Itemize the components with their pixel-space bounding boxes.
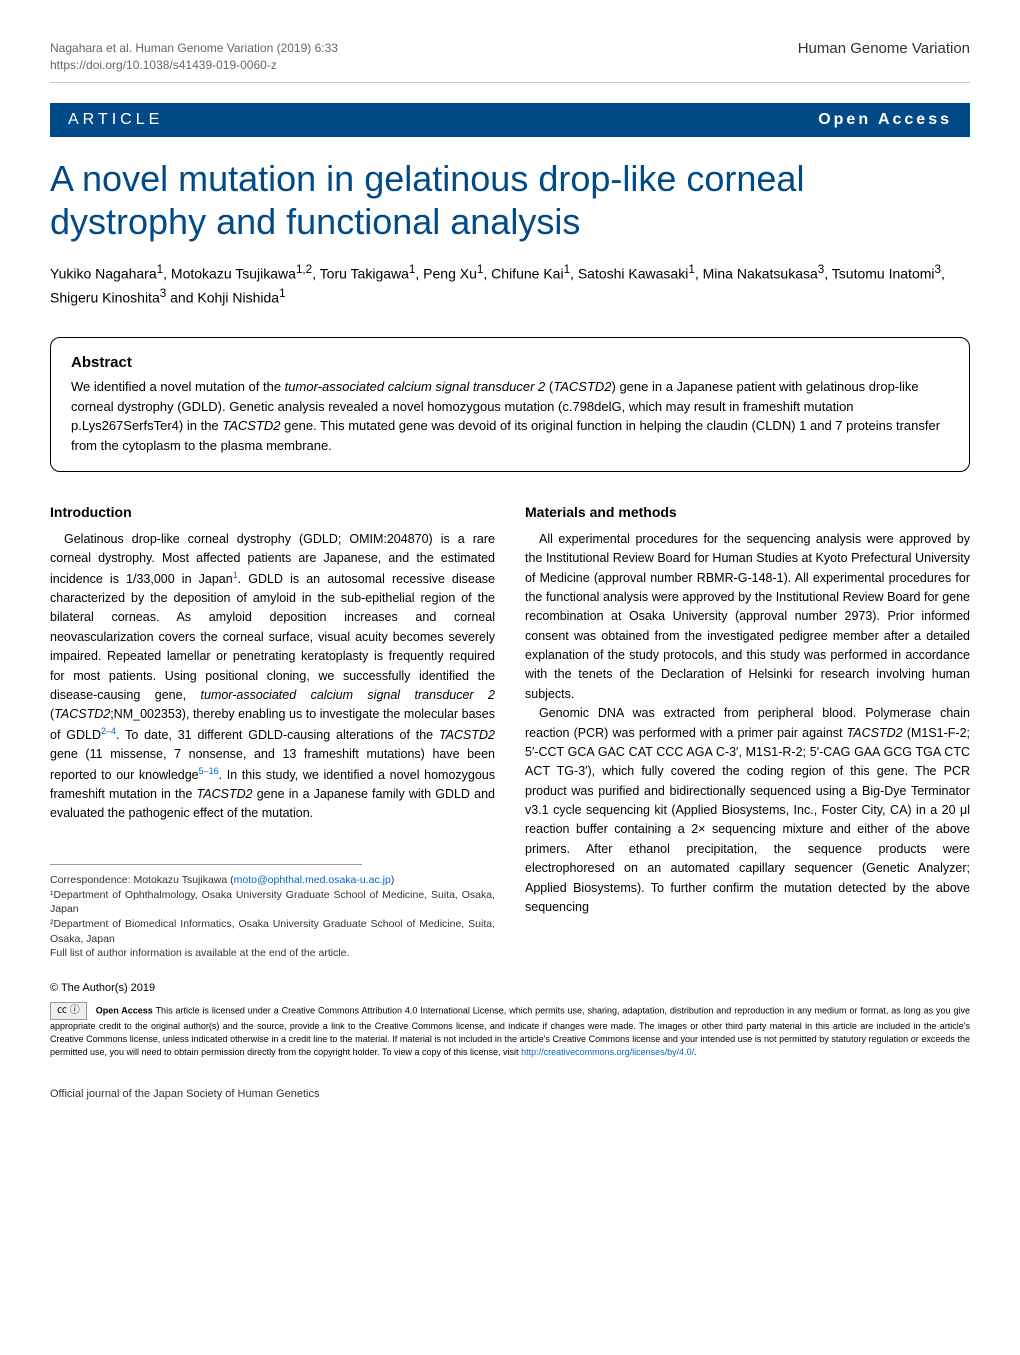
affiliation-1: ¹Department of Ophthalmology, Osaka Univ… bbox=[50, 888, 495, 917]
author-list: Yukiko Nagahara1, Motokazu Tsujikawa1,2,… bbox=[50, 261, 970, 309]
materials-p1: All experimental procedures for the sequ… bbox=[525, 530, 970, 704]
doi-line: https://doi.org/10.1038/s41439-019-0060-… bbox=[50, 57, 338, 74]
open-access-label: Open Access bbox=[550, 103, 970, 137]
article-title: A novel mutation in gelatinous drop-like… bbox=[50, 157, 970, 243]
cc-icon: ㏄ ⓘ bbox=[50, 1002, 87, 1020]
correspondence-line: Correspondence: Motokazu Tsujikawa (moto… bbox=[50, 873, 495, 888]
citation-line: Nagahara et al. Human Genome Variation (… bbox=[50, 40, 338, 57]
materials-heading: Materials and methods bbox=[525, 502, 970, 524]
abstract-text: We identified a novel mutation of the tu… bbox=[71, 377, 949, 455]
left-column: Introduction Gelatinous drop-like cornea… bbox=[50, 502, 495, 961]
introduction-body: Gelatinous drop-like corneal dystrophy (… bbox=[50, 530, 495, 824]
correspondence-block: Correspondence: Motokazu Tsujikawa (moto… bbox=[50, 873, 495, 961]
citation-block: Nagahara et al. Human Genome Variation (… bbox=[50, 40, 338, 74]
right-column: Materials and methods All experimental p… bbox=[525, 502, 970, 961]
abstract-box: Abstract We identified a novel mutation … bbox=[50, 337, 970, 472]
article-label: ARTICLE bbox=[50, 103, 550, 137]
journal-name: Human Genome Variation bbox=[798, 40, 970, 74]
license-link[interactable]: http://creativecommons.org/licenses/by/4… bbox=[521, 1047, 694, 1057]
affiliation-2: ²Department of Biomedical Informatics, O… bbox=[50, 917, 495, 946]
materials-p2: Genomic DNA was extracted from periphera… bbox=[525, 704, 970, 917]
license-text-block: ㏄ ⓘ Open Access This article is licensed… bbox=[50, 1002, 970, 1058]
correspondence-email-link[interactable]: moto@ophthal.med.osaka-u.ac.jp bbox=[234, 874, 391, 886]
page-footer: Official journal of the Japan Society of… bbox=[50, 1088, 970, 1100]
license-box: © The Author(s) 2019 ㏄ ⓘ Open Access Thi… bbox=[50, 981, 970, 1058]
page-header: Nagahara et al. Human Genome Variation (… bbox=[50, 40, 970, 83]
abstract-heading: Abstract bbox=[71, 354, 949, 371]
introduction-heading: Introduction bbox=[50, 502, 495, 524]
correspondence-divider bbox=[50, 864, 362, 865]
body-columns: Introduction Gelatinous drop-like cornea… bbox=[50, 502, 970, 961]
full-author-info: Full list of author information is avail… bbox=[50, 946, 495, 961]
article-type-bar: ARTICLE Open Access bbox=[50, 103, 970, 137]
copyright-line: © The Author(s) 2019 bbox=[50, 981, 970, 996]
